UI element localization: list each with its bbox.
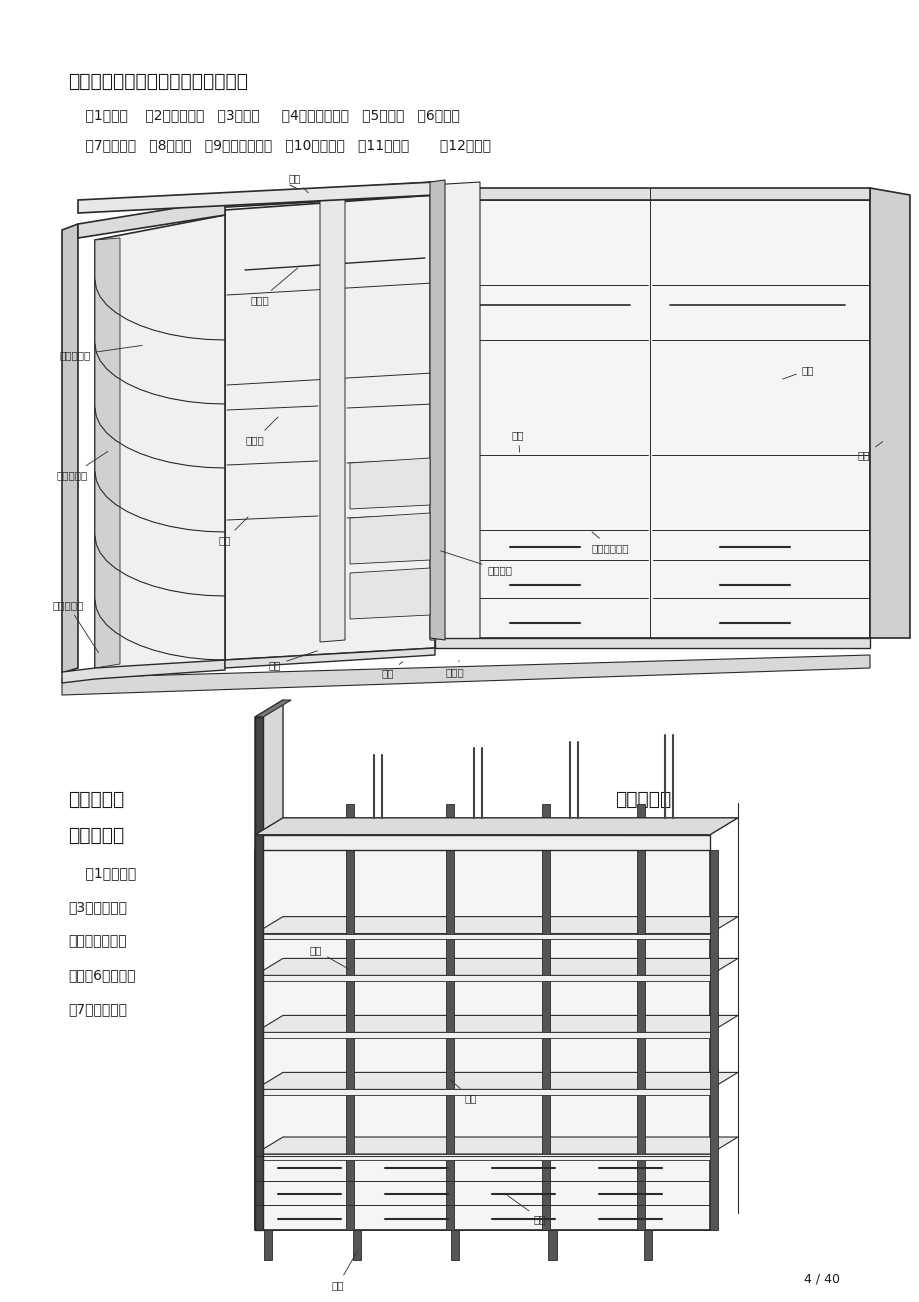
Text: 十、框架衣: 十、框架衣 <box>68 790 124 809</box>
Polygon shape <box>210 182 435 208</box>
Text: 图及单元部: 图及单元部 <box>68 825 124 845</box>
Text: 连接件、（4）立: 连接件、（4）立 <box>614 900 682 914</box>
Polygon shape <box>255 975 709 982</box>
Polygon shape <box>346 850 354 1230</box>
Polygon shape <box>349 568 429 618</box>
Polygon shape <box>429 180 445 641</box>
Polygon shape <box>255 1032 709 1038</box>
Text: 九、整体衣柜柜体结构及单元部件：: 九、整体衣柜柜体结构及单元部件： <box>68 72 248 91</box>
Polygon shape <box>637 850 645 1230</box>
Text: 4 / 40: 4 / 40 <box>803 1272 839 1285</box>
Text: （1）立柱、: （1）立柱、 <box>68 866 136 880</box>
Polygon shape <box>349 513 429 564</box>
Polygon shape <box>255 835 709 850</box>
Text: 面板: 面板 <box>289 173 308 193</box>
Text: 层板: 层板 <box>511 430 524 452</box>
Polygon shape <box>637 805 645 850</box>
Text: 转角立撑: 转角立撑 <box>440 551 512 575</box>
Polygon shape <box>78 182 435 214</box>
Polygon shape <box>255 700 283 1230</box>
Polygon shape <box>255 917 737 934</box>
Polygon shape <box>349 458 429 509</box>
Polygon shape <box>62 224 78 673</box>
Polygon shape <box>255 1073 737 1090</box>
Polygon shape <box>435 638 869 648</box>
Text: （5）立柱固定: （5）立柱固定 <box>614 934 682 948</box>
Text: 片（子母件）、: 片（子母件）、 <box>614 967 673 982</box>
Polygon shape <box>255 850 709 1230</box>
Polygon shape <box>255 818 737 835</box>
Polygon shape <box>255 1137 737 1154</box>
Text: 裤架: 裤架 <box>219 517 248 546</box>
Text: （2）立柱底座、: （2）立柱底座、 <box>614 866 682 880</box>
Polygon shape <box>420 187 869 201</box>
Text: 层板: 层板 <box>310 945 348 969</box>
Polygon shape <box>446 805 454 850</box>
Text: 吊抽: 吊抽 <box>507 1195 546 1224</box>
Text: 圆弧柜层板: 圆弧柜层板 <box>60 345 142 359</box>
Polygon shape <box>320 195 345 642</box>
Text: （7）木层板、: （7）木层板、 <box>68 1003 127 1016</box>
Polygon shape <box>255 1154 709 1160</box>
Polygon shape <box>450 1230 459 1260</box>
Polygon shape <box>95 215 225 680</box>
Polygon shape <box>225 195 435 660</box>
Polygon shape <box>255 934 709 939</box>
Polygon shape <box>548 1230 556 1260</box>
Text: 柜柜体结构: 柜柜体结构 <box>614 790 671 809</box>
Text: 挂衣杆: 挂衣杆 <box>250 268 298 305</box>
Polygon shape <box>255 1090 709 1095</box>
Polygon shape <box>62 655 869 695</box>
Polygon shape <box>709 850 718 1230</box>
Polygon shape <box>95 238 119 668</box>
Text: 背板: 背板 <box>782 365 813 379</box>
Polygon shape <box>225 648 435 668</box>
Text: （7）格子架   （8）裤架   （9）独立抽屉柜   （10）穿衣镜   （11）拉篮       （12）顶柜: （7）格子架 （8）裤架 （9）独立抽屉柜 （10）穿衣镜 （11）拉篮 （12… <box>68 138 491 152</box>
Polygon shape <box>255 700 291 717</box>
Text: 脚柱: 脚柱 <box>331 1253 356 1290</box>
Polygon shape <box>264 1230 272 1260</box>
Polygon shape <box>255 850 263 1230</box>
Polygon shape <box>446 850 454 1230</box>
Text: 圆弧柜背板: 圆弧柜背板 <box>56 452 108 480</box>
Text: 格子架: 格子架 <box>245 417 278 445</box>
Text: 立柱: 立柱 <box>449 1079 477 1103</box>
Polygon shape <box>353 1230 360 1260</box>
Text: 脚线: 脚线 <box>381 661 403 678</box>
Polygon shape <box>346 805 354 850</box>
Text: 侧板: 侧板 <box>857 441 882 460</box>
Polygon shape <box>541 850 550 1230</box>
Text: 片、（6）立柱挂: 片、（6）立柱挂 <box>68 967 135 982</box>
Text: （3）立柱转角: （3）立柱转角 <box>68 900 127 914</box>
Polygon shape <box>78 201 225 238</box>
Polygon shape <box>62 660 225 684</box>
Text: 独立抽屉吊柜: 独立抽屉吊柜 <box>591 531 628 553</box>
Text: 穿衣镜: 穿衣镜 <box>445 660 464 677</box>
Text: 柱固墙连接件、: 柱固墙连接件、 <box>68 934 127 948</box>
Polygon shape <box>429 182 480 641</box>
Polygon shape <box>869 187 909 638</box>
Text: 件名称：: 件名称： <box>614 825 659 845</box>
Polygon shape <box>643 1230 652 1260</box>
Text: 圆弧柜脚线: 圆弧柜脚线 <box>52 600 98 652</box>
Text: （1）侧板    （2）顶、底板   （3）层板     （4）转角柜立撑   （5）脚线   （6）背板: （1）侧板 （2）顶、底板 （3）层板 （4）转角柜立撑 （5）脚线 （6）背板 <box>68 108 460 122</box>
Polygon shape <box>435 201 869 638</box>
Polygon shape <box>541 805 550 850</box>
Polygon shape <box>255 958 737 975</box>
Text: 底板: 底板 <box>268 651 317 671</box>
Polygon shape <box>255 1016 737 1032</box>
Text: （8）玻璃层板 、: （8）玻璃层板 、 <box>614 1003 695 1016</box>
Polygon shape <box>255 717 263 1230</box>
